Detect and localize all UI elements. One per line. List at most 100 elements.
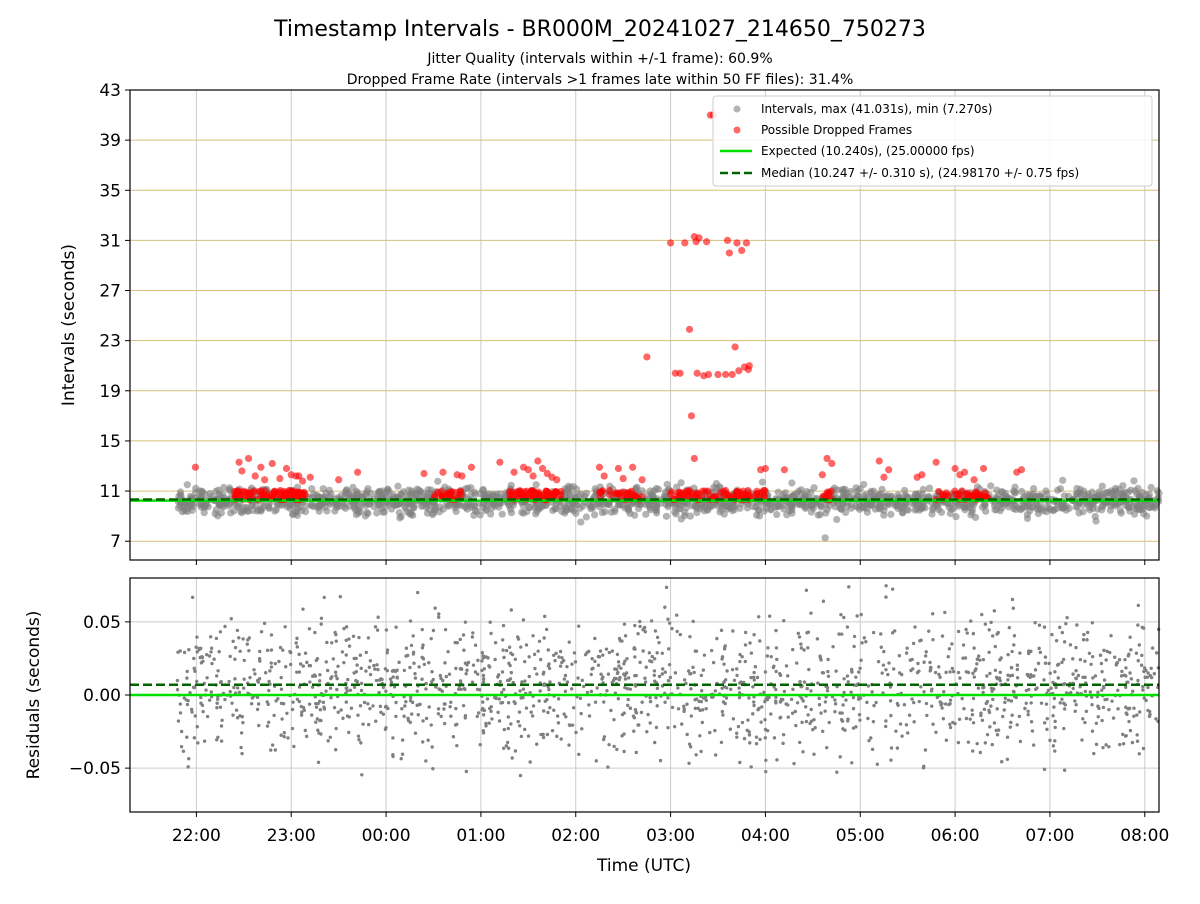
- residual-point: [763, 718, 767, 722]
- residual-point: [1042, 678, 1046, 682]
- residual-point: [1061, 657, 1066, 662]
- residual-point: [804, 588, 809, 592]
- residual-point: [470, 635, 475, 639]
- residual-point: [176, 719, 181, 723]
- residual-point: [1011, 689, 1016, 694]
- residual-point: [983, 741, 988, 745]
- interval-point: [971, 513, 980, 522]
- residual-point: [745, 728, 749, 733]
- residual-point: [553, 658, 557, 663]
- residual-point: [195, 679, 199, 684]
- residual-point: [543, 614, 547, 619]
- chart-title: Timestamp Intervals - BR000M_20241027_21…: [273, 17, 926, 42]
- residual-point: [689, 714, 694, 718]
- residual-point: [751, 712, 755, 716]
- residual-point: [752, 703, 756, 708]
- residual-point: [660, 672, 664, 676]
- interval-point: [498, 510, 506, 518]
- residual-point: [356, 734, 361, 738]
- residual-point: [478, 743, 482, 747]
- residual-point: [335, 676, 339, 681]
- residual-point: [233, 645, 238, 650]
- residual-point: [1065, 615, 1069, 620]
- residual-point: [179, 744, 184, 749]
- residual-point: [991, 697, 995, 702]
- residual-point: [748, 741, 752, 745]
- residual-point: [318, 673, 322, 677]
- residual-point: [547, 666, 552, 671]
- residual-point: [1053, 749, 1057, 753]
- residual-point: [449, 700, 453, 704]
- residual-point: [315, 656, 320, 661]
- residual-point: [661, 667, 665, 671]
- residual-point: [1148, 712, 1152, 717]
- residual-point: [357, 635, 361, 640]
- residual-point: [195, 635, 199, 639]
- residual-point: [530, 714, 535, 718]
- dropped-frame-point: [970, 476, 978, 484]
- residual-point: [257, 723, 261, 728]
- residual-point: [990, 689, 994, 694]
- residual-point: [371, 704, 375, 708]
- residual-point: [463, 713, 468, 718]
- dropped-frame-point: [261, 476, 269, 484]
- interval-point: [788, 509, 796, 517]
- residual-point: [384, 689, 388, 693]
- residual-point: [1116, 707, 1120, 711]
- residual-point: [685, 732, 689, 737]
- interval-point: [1092, 517, 1100, 525]
- residual-point: [354, 678, 358, 683]
- interval-point: [211, 510, 219, 518]
- residual-point: [404, 700, 408, 704]
- residual-point: [330, 675, 334, 679]
- residual-point: [521, 687, 526, 691]
- residual-point: [757, 615, 761, 619]
- dropped-frame-point: [529, 487, 537, 495]
- residual-point: [570, 662, 574, 666]
- residual-point: [889, 746, 894, 750]
- residual-point: [886, 672, 890, 677]
- residual-point: [922, 660, 926, 664]
- residual-point: [826, 674, 831, 679]
- residual-point: [708, 730, 712, 735]
- residual-point: [923, 654, 928, 658]
- residual-point: [394, 625, 398, 629]
- residual-point: [352, 671, 356, 675]
- residual-point: [531, 634, 535, 638]
- residual-point: [565, 680, 570, 684]
- residual-point: [1037, 646, 1041, 651]
- interval-point: [1139, 510, 1148, 518]
- residual-point: [842, 690, 846, 695]
- residual-point: [740, 655, 744, 659]
- residual-point: [833, 698, 837, 702]
- residual-point: [764, 758, 768, 763]
- residual-point: [995, 707, 999, 711]
- residual-point: [249, 702, 254, 706]
- residual-point: [633, 655, 637, 659]
- residual-point: [998, 670, 1002, 675]
- residual-point: [267, 720, 271, 724]
- residual-point: [889, 713, 893, 718]
- residual-point: [823, 700, 828, 704]
- residual-point: [971, 631, 976, 636]
- interval-point: [549, 506, 557, 515]
- residual-point: [336, 664, 340, 668]
- residual-point: [455, 743, 459, 748]
- interval-point: [929, 504, 937, 512]
- residual-point: [208, 635, 213, 639]
- residual-point: [725, 669, 729, 673]
- residual-point: [626, 703, 630, 708]
- residual-point: [704, 706, 708, 711]
- residual-point: [535, 672, 539, 676]
- residual-point: [699, 689, 704, 693]
- dropped-frame-point: [276, 474, 284, 483]
- residual-point: [192, 666, 196, 671]
- residual-point: [1107, 745, 1111, 749]
- interval-point: [843, 502, 852, 510]
- interval-point: [1073, 484, 1081, 493]
- residual-point: [443, 627, 448, 632]
- residual-point: [442, 721, 447, 726]
- residual-point: [533, 666, 537, 671]
- residual-point: [995, 632, 999, 636]
- interval-point: [1153, 487, 1161, 495]
